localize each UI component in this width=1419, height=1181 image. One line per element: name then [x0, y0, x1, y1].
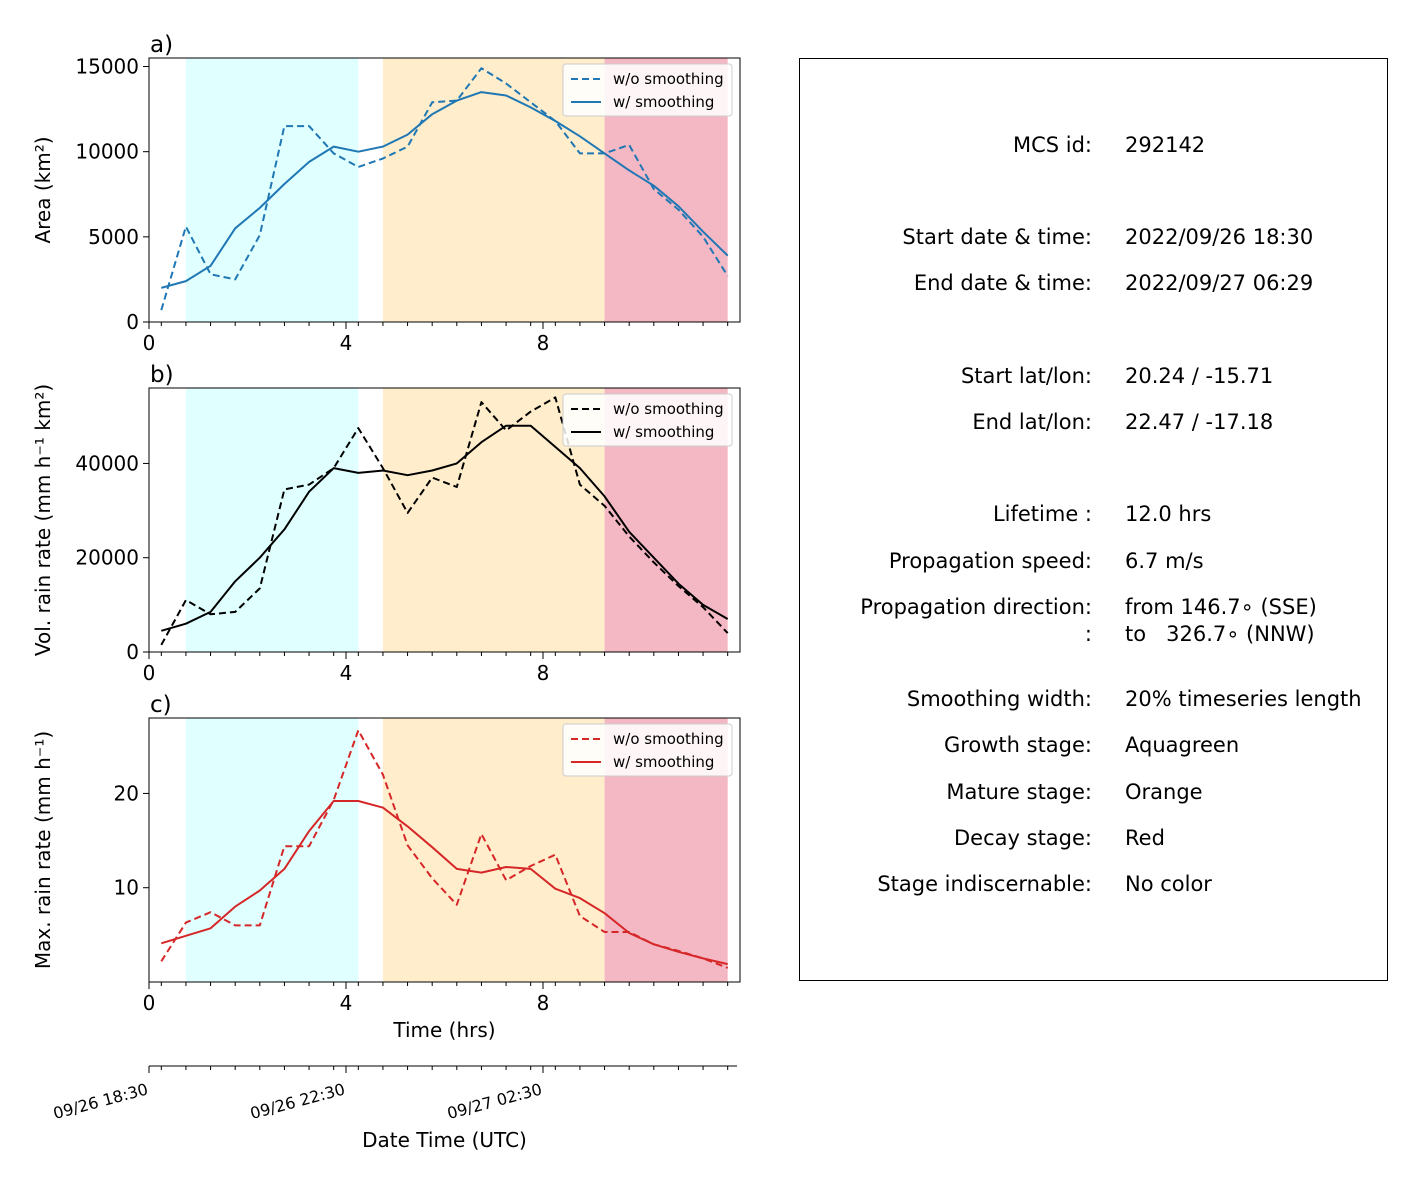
series-line-smoothed [161, 800, 728, 966]
series-line-smoothed [161, 424, 729, 632]
stage-indiscernable-label: Stage indiscernable: [877, 872, 1092, 896]
series-line-unsmoothed [160, 67, 729, 311]
stage-band-growth [185, 388, 359, 652]
y-tick-label: 15000 [75, 55, 139, 79]
axes-frame [148, 717, 741, 983]
axes-frame [148, 387, 741, 653]
y-tick-label: 10000 [75, 140, 139, 164]
y-tick-label: 40000 [75, 451, 139, 475]
stage-indiscernable-value: No color [1125, 872, 1212, 896]
y-tick-label: 0 [126, 640, 139, 664]
start-latlon-label: Start lat/lon: [960, 364, 1092, 388]
start-datetime-label: Start date & time: [902, 225, 1092, 249]
legend-box [562, 63, 733, 117]
x-tick-label: 0 [143, 661, 156, 685]
x-tick-label: 8 [537, 331, 550, 355]
y-axis-label: Max. rain rate (mm h⁻¹) [31, 731, 55, 969]
y-axis-label: Area (km²) [31, 136, 55, 243]
panel-letter: b) [150, 362, 174, 388]
series-line-smoothed [161, 91, 729, 289]
x-tick-label: 4 [340, 991, 353, 1015]
decay-stage-value: Red [1125, 826, 1165, 850]
x-tick-label: 0 [143, 991, 156, 1015]
date-tick-label: 09/26 18:30 [51, 1080, 150, 1124]
panel-2: 0 20000 40000 0 4 8 b) Vol. rain rate (mm h⁻¹ k… [31, 362, 741, 685]
legend-box [562, 723, 733, 777]
panel-letter: a) [150, 32, 173, 58]
mcs-id-label: MCS id: [1012, 133, 1092, 157]
y-tick-label: 10 [114, 876, 139, 900]
legend-label: w/o smoothing [613, 400, 724, 418]
growth-stage-value: Aquagreen [1125, 733, 1240, 757]
propagation-speed-value: 6.7 m/s [1125, 549, 1204, 573]
growth-stage-label: Growth stage: [943, 733, 1092, 757]
axes-frame [148, 57, 741, 323]
x-tick-label: 8 [537, 661, 550, 685]
series-line-unsmoothed [160, 396, 729, 646]
mature-stage-label: Mature stage: [946, 780, 1092, 804]
end-datetime-label: End date & time: [913, 271, 1092, 295]
info-panel: MCS id: 292142 Start date & time: 2022/0… [799, 58, 1388, 981]
lifetime-value: 12.0 hrs [1125, 502, 1212, 526]
y-tick-label: 5000 [88, 225, 139, 249]
end-datetime-value: 2022/09/27 06:29 [1125, 271, 1314, 295]
x-tick-label: 4 [340, 661, 353, 685]
start-datetime-value: 2022/09/26 18:30 [1125, 225, 1314, 249]
legend-label: w/ smoothing [613, 753, 714, 771]
mature-stage-value: Orange [1125, 780, 1203, 804]
y-tick-label: 0 [126, 310, 139, 334]
start-latlon-value: 20.24 / -15.71 [1125, 364, 1274, 388]
lifetime-label: Lifetime : [992, 502, 1092, 526]
smoothing-width-label: Smoothing width: [906, 687, 1092, 711]
y-tick-label: 20000 [75, 546, 139, 570]
date-tick-label: 09/26 22:30 [248, 1080, 347, 1124]
panel-3: 10 20 0 4 8 c) Max. rain rate (mm h⁻¹) w/o smoo… [31, 692, 741, 1015]
y-tick-label: 20 [114, 781, 139, 805]
x-axis-label: Time (hrs) [392, 1018, 495, 1042]
stage-band-growth [185, 58, 359, 322]
x-tick-label: 8 [537, 991, 550, 1015]
decay-stage-label: Decay stage: [954, 826, 1092, 850]
legend-label: w/o smoothing [613, 730, 724, 748]
x-tick-label: 0 [143, 331, 156, 355]
end-latlon-label: End lat/lon: [972, 410, 1092, 434]
panel-letter: c) [150, 692, 172, 718]
smoothing-width-value: 20% timeseries length [1125, 687, 1362, 711]
propagation-direction-colon: : [1084, 622, 1092, 646]
legend-box [562, 393, 733, 447]
date-axis-label: Date Time (UTC) [362, 1128, 527, 1152]
end-latlon-value: 22.47 / -17.18 [1125, 410, 1274, 434]
propagation-direction-from-value: from 146.7∘ (SSE) [1125, 595, 1317, 619]
mcs-id-value: 292142 [1125, 133, 1206, 157]
legend-label: w/ smoothing [613, 93, 714, 111]
x-tick-label: 4 [340, 331, 353, 355]
legend-label: w/ smoothing [613, 423, 714, 441]
panel-1: 0 5000 10000 15000 0 4 8 a) Area (km²) w/o smooth… [31, 32, 741, 355]
propagation-speed-label: Propagation speed: [888, 549, 1092, 573]
y-axis-label: Vol. rain rate (mm h⁻¹ km²) [31, 384, 55, 656]
propagation-direction-to-value: to 326.7∘ (NNW) [1125, 622, 1315, 646]
propagation-direction-label: Propagation direction: [860, 595, 1092, 619]
date-tick-label: 09/27 02:30 [445, 1080, 544, 1124]
legend-label: w/o smoothing [613, 70, 724, 88]
stage-band-growth [185, 718, 359, 982]
